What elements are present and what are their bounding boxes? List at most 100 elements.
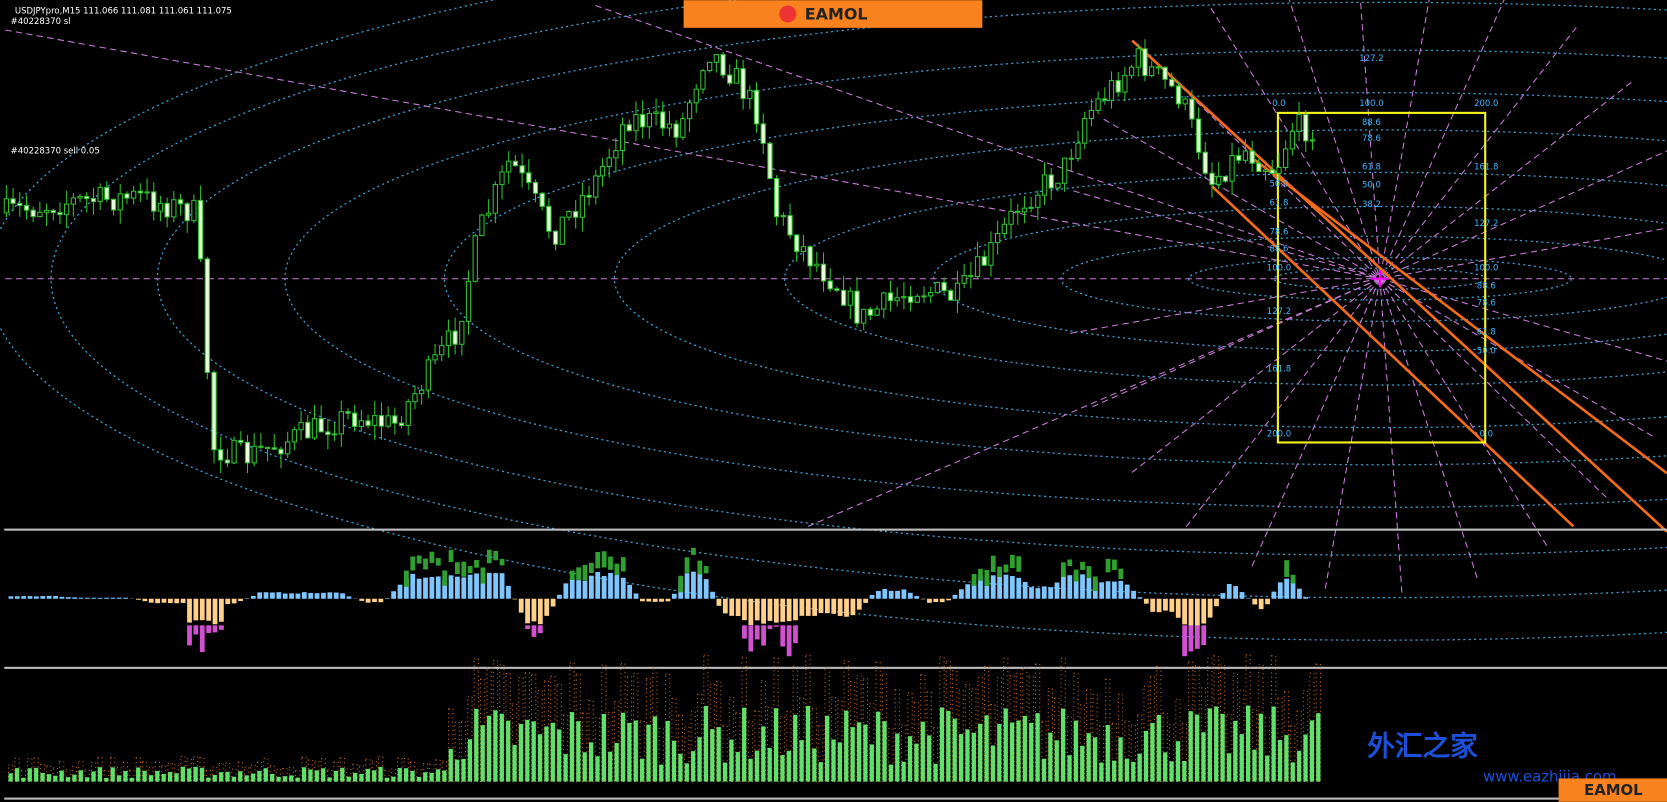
fib-ellipse bbox=[0, 0, 1667, 641]
candle-body bbox=[787, 215, 793, 236]
osc-bar bbox=[174, 598, 180, 604]
osc-bar-low bbox=[537, 625, 543, 634]
trendline bbox=[595, 5, 1381, 280]
osc-bar bbox=[608, 572, 613, 599]
osc-bar bbox=[321, 592, 326, 599]
candle-body bbox=[1175, 85, 1182, 105]
osc-bar-low bbox=[742, 625, 747, 639]
osc-bar bbox=[761, 598, 766, 624]
candle-body bbox=[184, 203, 190, 222]
dot-bar bbox=[1162, 712, 1168, 783]
osc-bar bbox=[780, 598, 786, 622]
osc-bar bbox=[8, 596, 14, 599]
osc-bar bbox=[1297, 588, 1302, 599]
candle-body bbox=[37, 211, 43, 218]
candle-body bbox=[1289, 130, 1296, 150]
candle-body bbox=[693, 88, 699, 104]
channel-line bbox=[1131, 39, 1667, 533]
osc-bar bbox=[537, 598, 543, 625]
vol-bar bbox=[1182, 760, 1187, 782]
vol-bar bbox=[582, 752, 587, 782]
candle-body bbox=[867, 308, 874, 316]
osc-bar-top bbox=[410, 556, 416, 571]
vol-bar bbox=[722, 762, 728, 782]
osc-bar bbox=[512, 598, 518, 600]
fib-label: 127.2 bbox=[1267, 307, 1291, 317]
osc-bar bbox=[480, 572, 486, 599]
vol-bar bbox=[627, 722, 632, 782]
dot-bar bbox=[607, 711, 613, 783]
osc-bar-top bbox=[1003, 564, 1009, 573]
fib-label: 78.6 bbox=[1362, 134, 1381, 144]
candle-body bbox=[573, 210, 579, 218]
osc-bar bbox=[557, 594, 562, 599]
candle-body bbox=[50, 209, 56, 214]
candle-body bbox=[1128, 66, 1135, 76]
osc-bar bbox=[914, 596, 920, 599]
vol-bar bbox=[97, 767, 103, 782]
osc-bar-top bbox=[448, 549, 454, 563]
osc-bar bbox=[1201, 598, 1207, 624]
osc-bar bbox=[1175, 598, 1181, 618]
vol-bar bbox=[601, 713, 606, 782]
candle-body bbox=[881, 292, 887, 310]
osc-bar bbox=[1080, 574, 1085, 599]
candle-body bbox=[1155, 66, 1162, 69]
osc-bar bbox=[958, 589, 964, 599]
candle-body bbox=[231, 439, 237, 464]
osc-bar bbox=[250, 595, 256, 599]
vol-bar bbox=[863, 724, 868, 782]
osc-bar-low bbox=[773, 625, 779, 627]
candle-body bbox=[519, 165, 525, 174]
fib-label: 61.8 bbox=[1477, 327, 1496, 337]
candle-body bbox=[418, 389, 425, 395]
vol-bar bbox=[780, 755, 785, 782]
osc-bar bbox=[786, 598, 792, 622]
candle-body bbox=[485, 212, 492, 216]
fib-label: 200.0 bbox=[1474, 99, 1498, 109]
vol-bar bbox=[1099, 762, 1104, 782]
candle-body bbox=[365, 420, 371, 426]
osc-bar-low bbox=[748, 625, 754, 652]
osc-bar bbox=[997, 573, 1003, 599]
vol-bar bbox=[1029, 722, 1034, 782]
osc-bar bbox=[212, 598, 218, 625]
vol-bar bbox=[837, 742, 843, 782]
dot-bar bbox=[243, 766, 250, 783]
osc-bar bbox=[1131, 590, 1136, 599]
banner bbox=[683, 0, 983, 28]
vol-bar bbox=[1201, 732, 1206, 782]
osc-bar bbox=[582, 580, 588, 599]
osc-bar-top bbox=[1118, 568, 1124, 580]
fib-label: 61.8 bbox=[1269, 199, 1288, 209]
osc-bar-top bbox=[1092, 576, 1098, 592]
vol-bar bbox=[372, 770, 377, 782]
vol-bar bbox=[812, 748, 817, 782]
osc-bar bbox=[486, 572, 492, 599]
vol-bar bbox=[1303, 734, 1308, 782]
vol-bar bbox=[333, 770, 339, 782]
osc-bar bbox=[180, 598, 186, 603]
osc-bar bbox=[193, 598, 199, 621]
vol-bar bbox=[34, 767, 39, 782]
fib-label: 200.0 bbox=[1267, 429, 1291, 439]
candles bbox=[3, 39, 1316, 474]
candle-body bbox=[358, 420, 365, 428]
corner-logo: EAMOL bbox=[1584, 781, 1643, 799]
vol-bar bbox=[1061, 708, 1066, 782]
dot-bar bbox=[901, 724, 907, 783]
candle-body bbox=[566, 210, 572, 218]
vol-bar bbox=[939, 707, 945, 782]
candle-body bbox=[1008, 210, 1014, 225]
candle-body bbox=[218, 449, 224, 461]
osc-bar bbox=[767, 598, 773, 621]
candle-body bbox=[1088, 109, 1095, 120]
vol-bar bbox=[729, 739, 734, 782]
candle-body bbox=[130, 190, 137, 199]
osc-bar-low bbox=[199, 625, 205, 653]
vol-bar bbox=[46, 774, 52, 782]
osc-bar bbox=[65, 597, 71, 599]
osc-bar bbox=[455, 576, 460, 599]
candle-body bbox=[97, 186, 103, 203]
osc-bar bbox=[40, 596, 46, 599]
